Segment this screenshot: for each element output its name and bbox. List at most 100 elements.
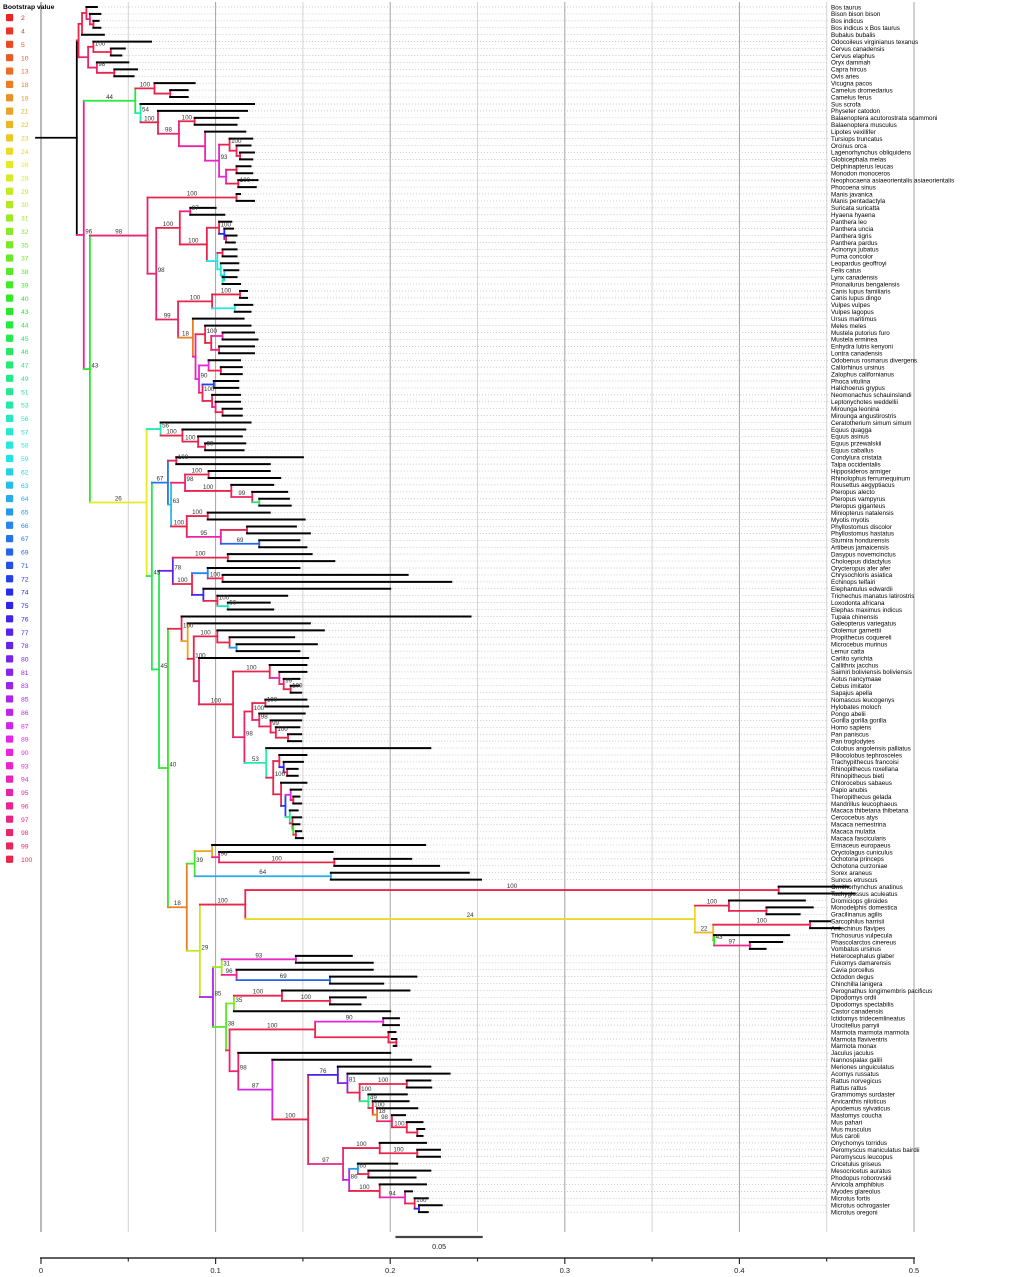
species-label: Cervus elaphus	[831, 53, 875, 60]
legend-value: 81	[21, 670, 29, 677]
legend-value: 22	[21, 122, 29, 129]
legend-value: 71	[21, 563, 29, 570]
bootstrap-label: 100	[246, 664, 257, 671]
species-label: Acinonyx jubatus	[831, 247, 879, 254]
species-label: Ochotona princeps	[831, 856, 884, 863]
legend-swatch	[6, 695, 14, 703]
species-label: Mustela erminea	[831, 337, 878, 344]
species-label: Homo sapiens	[831, 725, 871, 732]
species-label: Puma concolor	[831, 254, 873, 261]
species-label: Dromiciops gliroides	[831, 898, 888, 905]
bootstrap-label: 31	[223, 961, 230, 968]
species-label: Prionailurus bengalensis	[831, 281, 900, 288]
species-label: Heterocephalus glaber	[831, 953, 894, 960]
species-label: Physeter catodon	[831, 108, 881, 115]
bootstrap-label: 69	[280, 973, 287, 980]
bootstrap-label: 56	[162, 423, 169, 430]
species-label: Marmota flaviventris	[831, 1036, 887, 1043]
species-label: Delphinapterus leucas	[831, 164, 893, 171]
species-label: Tachyglossus aculeatus	[831, 891, 898, 898]
species-label: Phyllostomus hastatus	[831, 531, 894, 538]
legend-swatch	[6, 254, 14, 262]
bootstrap-label: 93	[255, 952, 262, 959]
legend-swatch	[6, 575, 14, 583]
species-label: Mesocricetus auratus	[831, 1168, 891, 1175]
legend-swatch	[6, 535, 14, 543]
species-label: Bison bison bison	[831, 11, 881, 18]
legend-value: 49	[21, 376, 29, 383]
species-label: Microcebus murinus	[831, 641, 887, 648]
bootstrap-label: 81	[349, 1077, 356, 1084]
bootstrap-label: 100	[359, 1184, 370, 1191]
bootstrap-label: 98	[115, 229, 122, 236]
species-label: Nomascus leucogenys	[831, 697, 894, 704]
legend-swatch	[6, 414, 14, 422]
bootstrap-label: 26	[115, 496, 122, 503]
bootstrap-label: 100	[217, 898, 228, 905]
species-label: Hyaena hyaena	[831, 212, 876, 219]
species-label: Chinchilla lanigera	[831, 981, 883, 988]
species-label: Microtus ochrogaster	[831, 1202, 890, 1209]
species-label: Bos indicus x Bos taurus	[831, 25, 900, 32]
bootstrap-label: 87	[252, 1083, 259, 1090]
bootstrap-label: 97	[322, 1157, 329, 1164]
legend-swatch	[6, 842, 14, 850]
legend-value: 74	[21, 590, 29, 597]
bootstrap-label: 100	[756, 918, 767, 925]
bootstrap-label: 100	[267, 1022, 278, 1029]
species-label: Mus musculus	[831, 1126, 871, 1133]
species-label: Meles meles	[831, 323, 866, 330]
species-label: Peromyscus leucopus	[831, 1154, 893, 1161]
species-label: Phodopus roborovskii	[831, 1175, 892, 1182]
species-label: Equus asinus	[831, 434, 869, 441]
bootstrap-label: 100	[292, 683, 303, 690]
species-label: Cervus canadensis	[831, 46, 885, 53]
tree-branches	[35, 6, 856, 1214]
legend-swatch	[6, 828, 14, 837]
axis-tick-label: 0.3	[560, 1266, 570, 1275]
species-label: Monodon monoceros	[831, 171, 890, 178]
bootstrap-label: 100	[207, 328, 218, 335]
legend-swatch	[6, 441, 14, 449]
legend-value: 2	[21, 15, 25, 22]
species-label: Gorilla gorilla gorilla	[831, 718, 887, 725]
legend-value: 38	[21, 269, 29, 276]
species-label: Carlito syrichta	[831, 655, 873, 662]
legend-swatch	[6, 227, 14, 235]
bootstrap-label: 100	[211, 697, 222, 704]
species-label: Oryctolagus cuniculus	[831, 849, 893, 856]
species-label: Myotis myotis	[831, 517, 869, 524]
species-label: Lipotes vexillifer	[831, 129, 876, 136]
species-label: Piliocolobus tephrosceles	[831, 752, 902, 759]
legend-swatch	[6, 655, 14, 663]
legend-swatch	[6, 281, 14, 289]
legend-swatch	[6, 107, 14, 115]
bootstrap-label: 100	[204, 386, 215, 393]
axis-tick-label: 0	[39, 1266, 43, 1275]
legend-swatch	[6, 401, 14, 409]
legend-swatch	[6, 494, 14, 503]
legend-value: 44	[21, 322, 29, 329]
species-label: Panthera tigris	[831, 233, 872, 240]
legend-value: 90	[21, 750, 29, 757]
legend-swatch	[6, 762, 14, 770]
bootstrap-label: 100	[221, 221, 232, 228]
bootstrap-label: 100	[356, 1141, 367, 1148]
bootstrap-label: 99	[164, 313, 171, 320]
bootstrap-label: 100	[187, 190, 198, 197]
species-label: Ochotona curzoniae	[831, 863, 888, 870]
bootstrap-label: 43	[91, 363, 98, 370]
species-label: Microtus oregoni	[831, 1209, 878, 1216]
legend-value: 35	[21, 242, 29, 249]
species-label: Galeopterus variegatus	[831, 621, 896, 628]
species-label: Equus quagga	[831, 427, 872, 434]
species-label: Sorex araneus	[831, 870, 872, 877]
species-label: Papio anubis	[831, 787, 867, 794]
legend-value: 98	[21, 830, 29, 837]
species-label: Ornithorhynchus anatinus	[831, 884, 903, 891]
species-label: Pteropus alecto	[831, 489, 875, 496]
species-label: Pan paniscus	[831, 732, 869, 739]
species-label: Phyllostomus discolor	[831, 524, 892, 531]
